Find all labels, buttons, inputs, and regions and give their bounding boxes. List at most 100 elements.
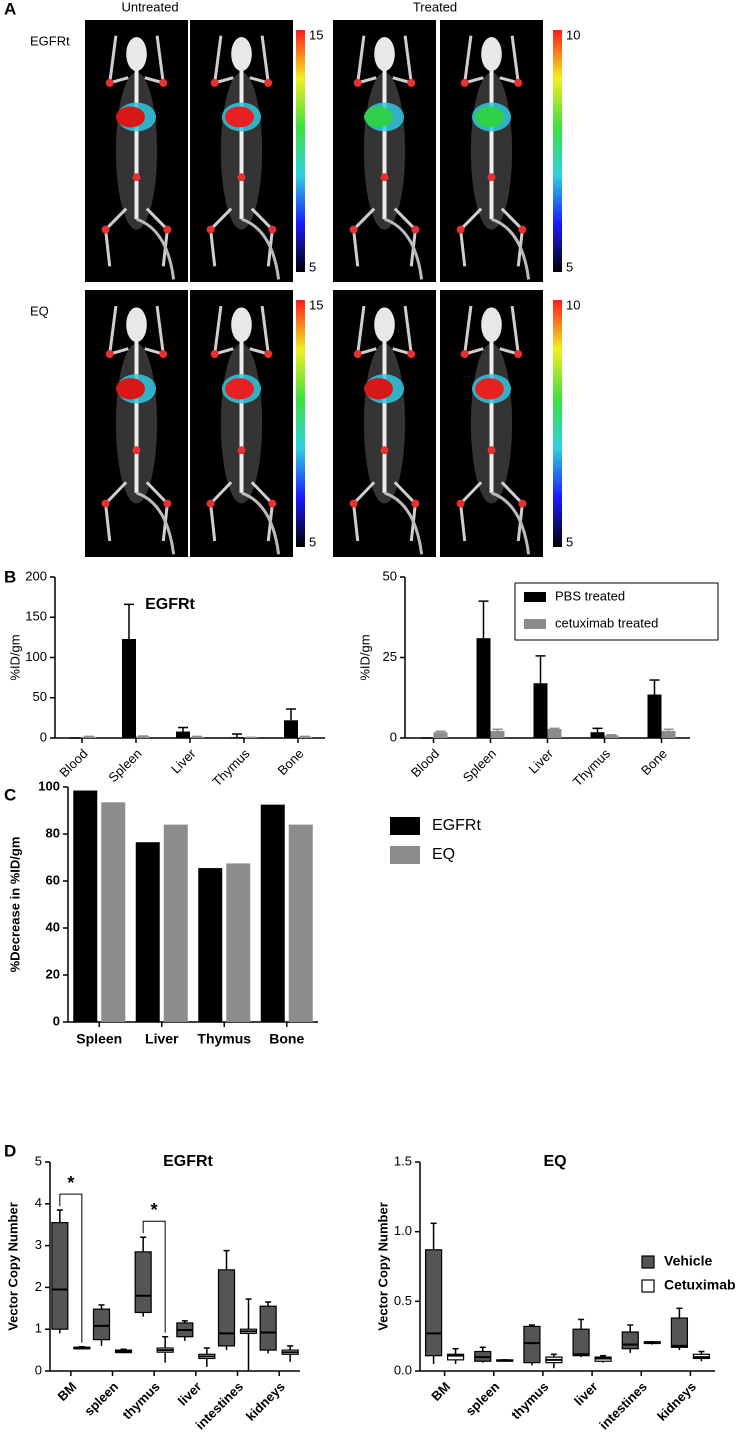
column-header: Treated <box>413 0 457 14</box>
uptake-spot <box>268 499 277 508</box>
y-tick-label: 5 <box>35 1153 42 1168</box>
bar <box>190 736 204 738</box>
box <box>446 1353 465 1361</box>
uptake-spot <box>456 225 465 234</box>
legend-label: EQ <box>432 846 455 863</box>
x-tick-label: Thymus <box>197 1031 251 1047</box>
scale-min: 5 <box>309 259 316 274</box>
box <box>572 1328 590 1357</box>
legend-swatch <box>390 817 420 835</box>
x-tick-label: intestines <box>596 1379 650 1433</box>
box <box>134 1251 152 1314</box>
bar <box>661 730 676 738</box>
x-tick-label: Spleen <box>105 746 144 785</box>
uptake <box>475 378 504 400</box>
uptake-spot <box>163 225 172 234</box>
legend-label: PBS treated <box>555 588 625 603</box>
row-label: EQ <box>30 303 49 318</box>
tail <box>383 217 424 280</box>
uptake-spot <box>105 350 114 359</box>
y-axis-label: %ID/gm <box>7 634 22 680</box>
scale-max: 15 <box>309 27 323 42</box>
scale-max: 10 <box>566 27 580 42</box>
tail <box>490 491 531 555</box>
scale-min: 5 <box>309 534 316 549</box>
box <box>51 1222 69 1330</box>
bar <box>547 728 562 738</box>
x-tick-label: spleen <box>463 1379 503 1419</box>
skull <box>231 37 252 72</box>
x-tick-label: Liver <box>168 745 199 776</box>
panel-label: B <box>4 567 16 586</box>
uptake-spot <box>210 350 219 359</box>
y-tick-label: 25 <box>383 649 397 664</box>
x-tick-label: Thymus <box>570 746 614 790</box>
bar <box>122 638 136 738</box>
bar <box>476 638 491 738</box>
panel-label: C <box>4 785 16 804</box>
y-tick-label: 0.0 <box>394 1362 412 1377</box>
bar <box>101 802 126 1022</box>
y-tick-label: 200 <box>25 568 47 583</box>
bar <box>163 824 188 1022</box>
legend-label: Cetuximab <box>664 1277 736 1293</box>
uptake-spot <box>349 499 358 508</box>
uptake-spot <box>487 173 496 182</box>
uptake-spot <box>353 78 362 87</box>
uptake-spot <box>101 499 110 508</box>
bar <box>73 790 98 1022</box>
bar <box>136 736 150 738</box>
uptake-spot <box>514 78 523 87</box>
y-tick-label: 80 <box>46 825 60 840</box>
tail <box>383 491 424 555</box>
tail <box>240 491 281 555</box>
x-tick-label: Liver <box>145 1031 179 1047</box>
significance-bracket <box>59 1193 83 1343</box>
tail <box>135 491 176 555</box>
y-tick-label: 50 <box>383 568 397 583</box>
uptake-spot <box>105 78 114 87</box>
bar <box>260 804 285 1022</box>
legend-swatch <box>524 619 546 629</box>
uptake-spot <box>101 225 110 234</box>
bar <box>604 735 619 738</box>
uptake-spot <box>159 350 168 359</box>
uptake <box>225 378 254 400</box>
bar <box>533 683 548 738</box>
y-axis-label: %Decrease in %ID/gm <box>7 837 22 973</box>
uptake-spot <box>411 499 420 508</box>
uptake-spot <box>380 446 389 455</box>
panel-label: D <box>4 1141 16 1160</box>
color-scale <box>553 300 562 547</box>
chart-title: EGFRt <box>163 1153 213 1170</box>
bar <box>198 868 223 1022</box>
uptake-spot <box>159 78 168 87</box>
skull <box>374 37 395 72</box>
y-tick-label: 0 <box>35 1362 42 1377</box>
x-tick-label: Blood <box>56 746 90 780</box>
y-tick-label: 1.5 <box>394 1153 412 1168</box>
scale-max: 10 <box>566 297 580 312</box>
significance-bracket <box>142 1220 166 1333</box>
x-tick-label: Spleen <box>76 1031 122 1047</box>
bar <box>288 824 313 1022</box>
uptake-spot <box>460 350 469 359</box>
uptake-spot <box>518 499 527 508</box>
chart-title: EQ <box>543 1153 566 1170</box>
tail <box>135 217 176 280</box>
box <box>217 1269 236 1347</box>
bar <box>230 737 244 738</box>
chart-title: EGFRt <box>145 596 195 613</box>
bar <box>433 732 448 738</box>
skull <box>481 37 502 72</box>
legend-swatch <box>524 592 546 602</box>
box <box>523 1325 541 1364</box>
x-tick-label: Bone <box>274 746 306 778</box>
uptake <box>364 378 393 400</box>
y-tick-label: 1.0 <box>394 1223 412 1238</box>
scale-min: 5 <box>566 534 573 549</box>
x-tick-label: liver <box>175 1379 205 1409</box>
uptake-spot <box>132 446 141 455</box>
legend-label: cetuximab treated <box>555 615 658 630</box>
